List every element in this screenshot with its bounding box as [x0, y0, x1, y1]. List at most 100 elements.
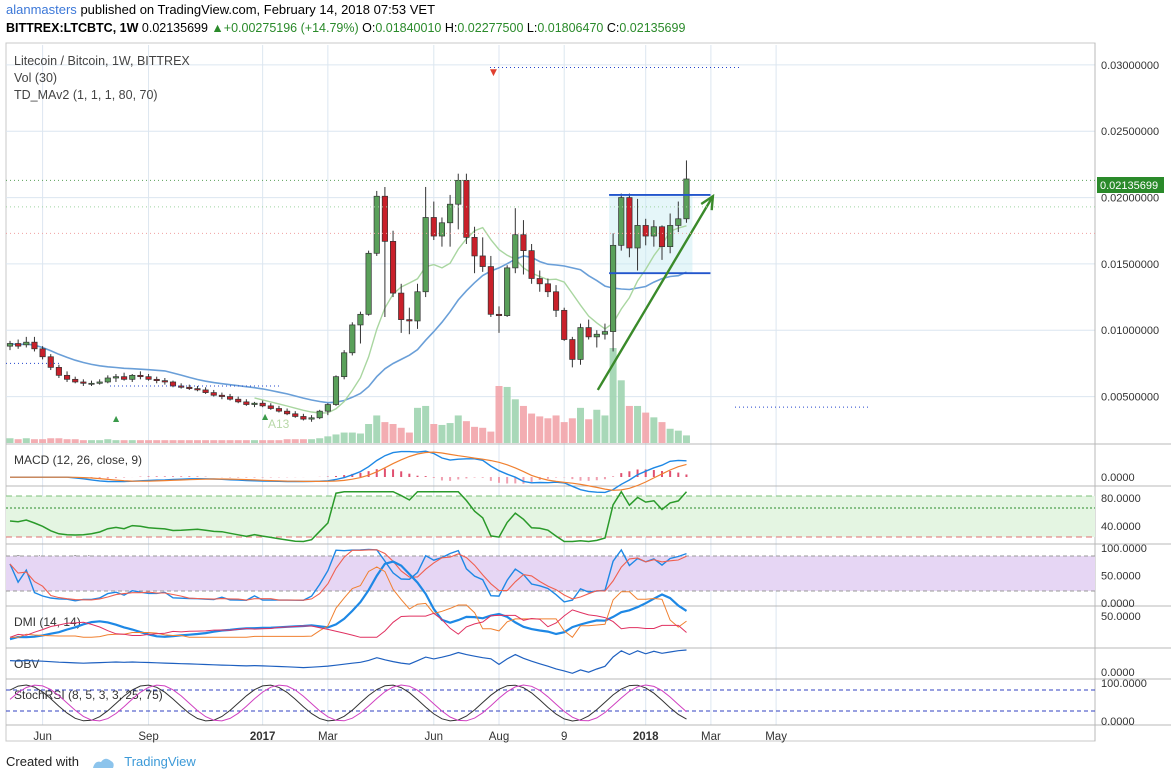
x-tick-label: 9	[561, 731, 567, 743]
candle-body	[365, 252, 372, 315]
overlays: ▼ ▲ ▲	[6, 67, 1095, 423]
volume-bar	[487, 431, 495, 443]
candle-body	[31, 341, 38, 350]
pane-tick-label: 50.0000	[1101, 571, 1141, 583]
volume-bar	[462, 421, 470, 443]
volume-bar	[88, 440, 95, 443]
macd-line	[10, 450, 687, 494]
candle-body	[300, 416, 307, 420]
change-value: +0.00275196 (+14.79%)	[223, 21, 359, 35]
macd-histogram-bar	[237, 477, 240, 478]
candle-body	[80, 381, 87, 384]
macd-histogram-bar	[498, 477, 500, 483]
volume-bar	[568, 418, 576, 443]
candle-body	[585, 327, 592, 338]
pane-tick-label: 0.0000	[1101, 716, 1135, 728]
volume-bar	[430, 424, 438, 443]
open-label: O:	[362, 21, 376, 35]
volume-bar	[560, 422, 568, 443]
volume-bar	[145, 440, 153, 443]
last-price-tag	[1097, 177, 1164, 193]
open-value: 0.01840010	[375, 21, 442, 35]
candle-body	[495, 313, 503, 316]
macd-histogram-bar	[245, 477, 248, 478]
volume-bar	[308, 439, 316, 443]
volume-bar	[454, 415, 462, 443]
volume-bar	[185, 440, 193, 443]
candle-body	[153, 378, 160, 381]
footer: Created with TradingView	[6, 754, 196, 770]
x-tick-label: May	[765, 731, 787, 743]
candle-body	[577, 327, 584, 360]
candle-body	[601, 331, 609, 335]
macd-histogram-bar	[172, 476, 174, 477]
volume-bar	[324, 436, 332, 443]
pane-tick-label: 100.0000	[1101, 678, 1147, 690]
macd-histogram-bar	[163, 476, 166, 477]
volume-bar	[625, 405, 633, 443]
candle-body	[324, 404, 331, 412]
candle-body	[88, 382, 95, 385]
macd-histogram-bar	[155, 476, 158, 477]
macd-histogram-bar	[620, 473, 623, 477]
volume-bar	[422, 405, 430, 443]
volume-bar	[519, 405, 527, 443]
rsi-band	[6, 496, 1095, 537]
pane-tick-label: 0.0000	[1101, 598, 1135, 610]
macd-histogram-bar	[343, 475, 346, 477]
macd-histogram-bar	[506, 477, 509, 484]
volume-bar	[593, 409, 601, 443]
close-value: 0.02135699	[619, 21, 686, 35]
candle-body	[267, 405, 274, 409]
volume-bar	[39, 439, 47, 443]
candle-body	[406, 319, 413, 322]
price-chart[interactable]: ▼▲▲ MACD (12, 26, close, 9)0.0000RSI (14…	[0, 42, 1171, 750]
candle-body	[202, 389, 209, 393]
pane-tick-label: 0.0000	[1101, 472, 1135, 484]
author-link[interactable]: alanmasters	[6, 2, 77, 17]
candle-body	[161, 380, 168, 383]
dmi-adx-line	[9, 560, 688, 641]
volume-bar	[226, 440, 234, 443]
candle-body	[642, 225, 649, 237]
candle-body	[275, 408, 283, 412]
candle-body	[544, 283, 551, 293]
y-tick-label: 0.00500000	[1101, 392, 1159, 404]
pane-tick-label: 80.0000	[1101, 493, 1141, 505]
macd-histogram-bar	[595, 477, 598, 481]
macd-histogram-bar	[424, 476, 427, 477]
volume-bar	[356, 433, 364, 443]
volume-bar	[299, 439, 307, 443]
volume-bar	[14, 439, 22, 443]
high-value: 0.02277500	[457, 21, 524, 35]
low-label: L:	[526, 21, 538, 35]
candle-body	[251, 402, 258, 405]
indicator-title: DMI (14, 14)	[14, 615, 81, 629]
candle-body	[284, 410, 291, 415]
macd-histogram-bar	[522, 477, 525, 484]
x-tick-label: 2018	[633, 731, 659, 743]
y-tick-label: 0.01500000	[1101, 259, 1159, 271]
legend-td-ma: TD_MAv2 (1, 1, 1, 80, 70)	[14, 88, 158, 102]
volume-bar	[63, 439, 71, 443]
candle-body	[72, 378, 79, 383]
tradingview-brand[interactable]: TradingView	[124, 754, 196, 769]
volume-bar	[30, 439, 38, 443]
volume-bar	[161, 440, 169, 443]
volume-bar	[259, 440, 267, 443]
volume-bar	[169, 440, 177, 443]
candle-body	[137, 374, 144, 378]
candle-body	[447, 203, 454, 224]
x-tick-label: Mar	[701, 731, 721, 743]
volume-bar	[251, 440, 258, 443]
candle-body	[169, 381, 177, 387]
macd-histogram-bar	[685, 474, 688, 477]
candle-body	[552, 291, 560, 311]
indicator-title: MACD (12, 26, close, 9)	[14, 453, 142, 467]
volume-bar	[674, 430, 682, 443]
macd-histogram-bar	[392, 469, 395, 477]
obv-line	[9, 649, 687, 674]
candle-body	[667, 225, 674, 248]
volume-bar	[471, 426, 479, 443]
candle-body	[422, 217, 429, 293]
